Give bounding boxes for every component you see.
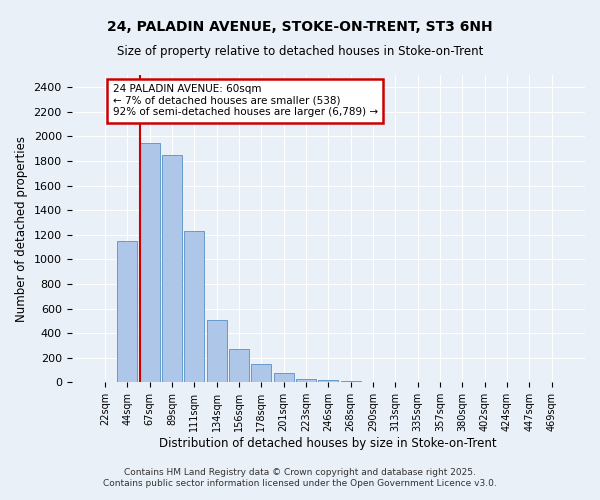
- Text: Contains HM Land Registry data © Crown copyright and database right 2025.
Contai: Contains HM Land Registry data © Crown c…: [103, 468, 497, 487]
- Text: 24, PALADIN AVENUE, STOKE-ON-TRENT, ST3 6NH: 24, PALADIN AVENUE, STOKE-ON-TRENT, ST3 …: [107, 20, 493, 34]
- Text: 24 PALADIN AVENUE: 60sqm
← 7% of detached houses are smaller (538)
92% of semi-d: 24 PALADIN AVENUE: 60sqm ← 7% of detache…: [113, 84, 378, 117]
- Bar: [162, 155, 182, 382]
- Bar: [206, 320, 227, 382]
- Bar: [184, 231, 205, 382]
- Bar: [296, 378, 316, 382]
- Text: Size of property relative to detached houses in Stoke-on-Trent: Size of property relative to detached ho…: [117, 45, 483, 58]
- Bar: [341, 381, 361, 382]
- Bar: [117, 241, 137, 382]
- Bar: [140, 142, 160, 382]
- X-axis label: Distribution of detached houses by size in Stoke-on-Trent: Distribution of detached houses by size …: [160, 437, 497, 450]
- Y-axis label: Number of detached properties: Number of detached properties: [15, 136, 28, 322]
- Bar: [251, 364, 271, 382]
- Bar: [318, 380, 338, 382]
- Bar: [274, 373, 293, 382]
- Bar: [229, 349, 249, 382]
